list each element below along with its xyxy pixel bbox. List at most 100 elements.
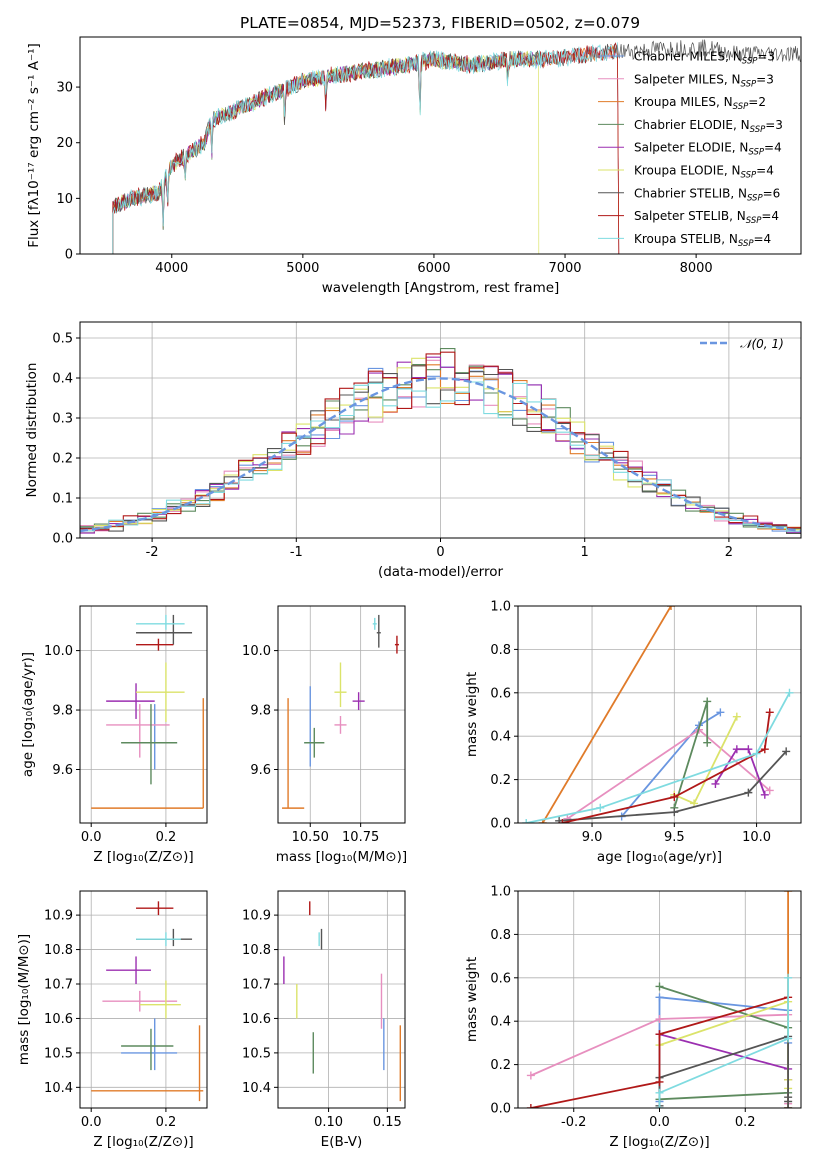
weight-series-line (541, 606, 672, 823)
legend-subscript: SSP (747, 193, 763, 203)
weight-point-marker (596, 803, 605, 812)
y-axis-label: Normed distribution (24, 363, 40, 498)
x-tick-label: -0.2 (561, 1115, 586, 1130)
legend-subscript: SSP (748, 148, 764, 158)
weight-point-marker (703, 697, 712, 706)
y-tick-label: 0.8 (490, 643, 511, 658)
y-tick-label: 0.0 (490, 817, 511, 832)
normal-reference-curve (80, 377, 801, 533)
y-tick-label: 20 (56, 136, 73, 151)
y-tick-label: 9.6 (52, 763, 73, 778)
y-tick-label: 0.5 (52, 332, 73, 347)
weight-point-marker (752, 749, 761, 758)
x-tick-label: 8000 (680, 261, 713, 276)
plot-area (282, 614, 399, 809)
x-tick-label: 9.5 (664, 830, 685, 845)
legend-value: =6 (763, 186, 781, 200)
weight-point-marker (703, 738, 712, 747)
y-tick-label: 1.0 (490, 885, 511, 900)
y-tick-label: 9.8 (250, 704, 271, 719)
spectrum-series-line (112, 42, 618, 254)
weight-point-marker (655, 1088, 664, 1097)
legend-subscript: SSP (738, 239, 754, 249)
x-tick-label: 0.0 (649, 1115, 670, 1130)
legend-value: =4 (764, 141, 782, 155)
plot-area (91, 614, 204, 809)
weight-point-marker (655, 982, 664, 991)
y-tick-label: 10.5 (242, 1046, 271, 1061)
x-tick-label: -2 (146, 545, 159, 560)
weight-point-marker (744, 788, 753, 797)
weight-series-line (559, 750, 787, 822)
x-tick-label: 10.0 (742, 830, 771, 845)
plot-area (112, 39, 801, 254)
x-tick-label: 9.0 (582, 830, 603, 845)
x-tick-label: 0.2 (156, 1115, 177, 1130)
axes-frame (517, 605, 802, 824)
x-tick-label: 0.10 (314, 1115, 343, 1130)
x-tick-label: 5000 (286, 261, 319, 276)
legend-subscript: SSP (733, 102, 749, 112)
weight-point-marker (732, 745, 741, 754)
y-tick-label: 10.9 (44, 909, 73, 924)
weight-point-marker (784, 1034, 793, 1043)
y-axis-label: mass weight (464, 672, 480, 757)
weight-point-marker (655, 993, 664, 1002)
weight-point-marker (670, 792, 679, 801)
weight-point-marker (655, 1030, 664, 1039)
legend-entry: 𝒩(0, 1) (740, 337, 784, 351)
y-tick-label: 10.6 (242, 1012, 271, 1027)
x-axis-label: Z [log₁₀(Z/Z⊙)] (93, 849, 193, 865)
x-tick-label: 4000 (155, 261, 188, 276)
y-tick-label: 10.7 (44, 978, 73, 993)
legend-subscript: SSP (742, 57, 758, 67)
panel-age-vs-mass: 10.50 10.75 9.6 9.8 10.0 mass [log₁₀(M/M⊙)] (242, 605, 407, 865)
x-tick-label: 0.0 (81, 830, 102, 845)
y-tick-label: 0.4 (52, 372, 73, 387)
weight-series-line (658, 977, 789, 1108)
legend-entry: Salpeter STELIB, NSSP=4 (634, 209, 779, 226)
legend-value: =3 (765, 118, 783, 132)
x-axis-label: (data-model)/error (378, 564, 504, 580)
axes-frame (79, 36, 802, 255)
y-tick-label: 0.3 (52, 412, 73, 427)
legend-entry: Salpeter ELODIE, NSSP=4 (634, 141, 782, 158)
legend-entry: Kroupa ELODIE, NSSP=4 (634, 164, 774, 181)
y-tick-label: 10.6 (44, 1012, 73, 1027)
weight-point-marker (784, 1104, 793, 1108)
weight-point-marker (732, 712, 741, 721)
weight-point-marker (670, 808, 679, 817)
axes-frame (79, 890, 208, 1109)
weight-point-marker (784, 973, 793, 982)
weight-point-marker (558, 819, 567, 823)
y-tick-label: 10.8 (242, 943, 271, 958)
y-axis-label: mass [log₁₀(M/M⊙)] (16, 934, 32, 1065)
x-axis-label: wavelength [Angstrom, rest frame] (322, 280, 560, 296)
weight-point-marker (655, 1077, 664, 1086)
weight-series-line (714, 748, 766, 796)
weight-series-line (530, 996, 789, 1108)
y-tick-label: 9.8 (52, 704, 73, 719)
x-tick-label: 0.0 (81, 1115, 102, 1130)
y-tick-label: 9.6 (250, 763, 271, 778)
y-tick-label: 10.0 (44, 644, 73, 659)
panel-age-vs-Z: 0.0 0.2 9.6 9.8 10.0 Z [log₁₀(Z/Z⊙)] age [log₁… (20, 605, 208, 865)
x-tick-label: 1 (581, 545, 589, 560)
y-tick-label: 10.0 (242, 644, 271, 659)
legend-entry: Salpeter MILES, NSSP=3 (634, 72, 774, 89)
y-tick-label: 10.4 (242, 1081, 271, 1096)
y-tick-label: 10.8 (44, 943, 73, 958)
x-tick-label: 0.2 (735, 1115, 756, 1130)
weight-point-marker (716, 708, 725, 717)
x-axis-label: mass [log₁₀(M/M⊙)] (276, 849, 407, 865)
figure-title: PLATE=0854, MJD=52373, FIBERID=0502, z=0… (240, 14, 640, 32)
y-tick-label: 0.4 (490, 730, 511, 745)
legend-subscript: SSP (746, 216, 762, 226)
legend-entry: Chabrier ELODIE, NSSP=3 (634, 118, 783, 135)
y-tick-label: 10.4 (44, 1081, 73, 1096)
x-axis-label: Z [log₁₀(Z/Z⊙)] (93, 1134, 193, 1150)
plot-area (91, 901, 204, 1102)
y-axis-label: age [log₁₀(age/yr)] (20, 652, 36, 777)
y-tick-label: 0.0 (52, 532, 73, 547)
